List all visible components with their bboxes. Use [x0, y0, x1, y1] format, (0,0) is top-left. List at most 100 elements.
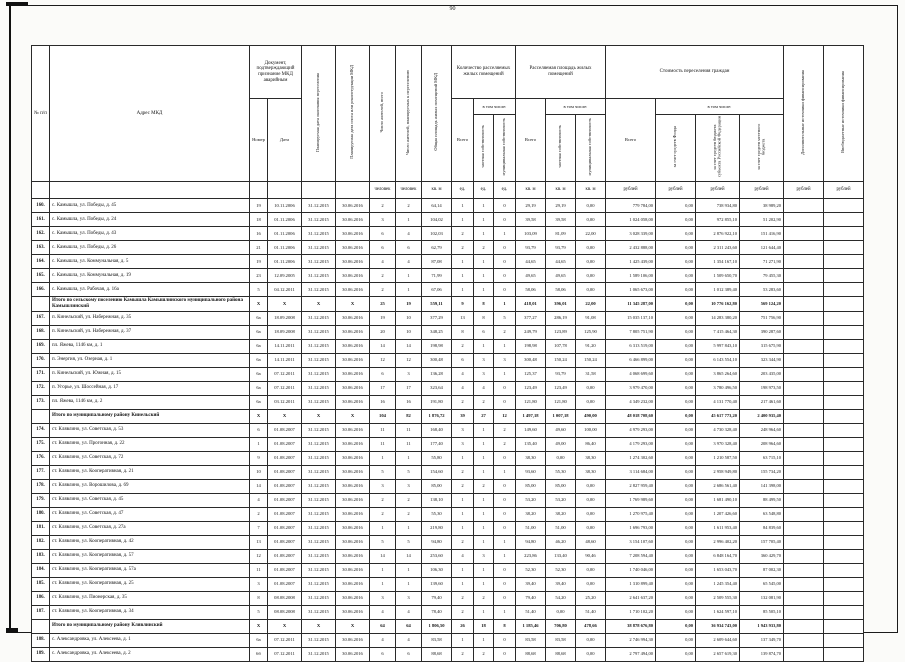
- table-cell: 0: [493, 478, 516, 494]
- table-cell: 79 455,30: [739, 268, 784, 283]
- table-cell: 348,25: [421, 324, 452, 340]
- table-cell: 01.08.2007: [267, 520, 302, 536]
- table-cell: 29,19: [545, 198, 576, 213]
- table-row: 168. п. Кинельский, ул. Набережная, д. 37…: [31, 324, 864, 340]
- table-cell: [783, 576, 824, 592]
- table-cell: 6 313 519,00: [605, 338, 656, 354]
- table-cell: 7 415 464,30: [695, 324, 740, 340]
- address-cell: с. Александровка, ул. Алексеева, д. 1: [49, 632, 250, 648]
- address-cell: п. Кинельский, ул. Набережная, д. 37: [49, 324, 250, 340]
- table-cell: X: [249, 296, 268, 312]
- table-cell: [783, 422, 824, 438]
- table-cell: 972 855,10: [695, 212, 740, 227]
- table-row: 186. ст. Клявлино, ул. Пионерская, д. 35 8…: [31, 590, 864, 606]
- table-header: № п/п Адрес МКД Документ, подтверждающий…: [31, 45, 864, 199]
- row-number-cell: [31, 408, 50, 424]
- table-cell: 30.06.2016: [335, 282, 370, 297]
- table-cell: 27: [473, 408, 494, 424]
- table-cell: 30.06.2016: [335, 562, 370, 578]
- table-cell: 249,79: [515, 324, 546, 340]
- row-number-cell: 168.: [31, 324, 50, 340]
- address-cell: с. Камышла, ул. Победы, д. 26: [49, 240, 250, 255]
- including-label-area: в том числе:: [545, 98, 606, 115]
- table-cell: 9: [451, 296, 474, 312]
- col-header-cost-local: за счет средств местного бюджета: [739, 114, 784, 182]
- table-cell: 31.12.2015: [301, 464, 336, 480]
- table-cell: [823, 450, 864, 466]
- table-cell: 0,00: [655, 478, 696, 494]
- table-cell: 31.12.2015: [301, 492, 336, 508]
- table-cell: 39,40: [515, 576, 546, 592]
- table-cell: 18: [473, 618, 494, 634]
- table-cell: 121 644,40: [739, 240, 784, 255]
- table-row: 178. ст. Клявлино, ул. Ворошилова, д. 69 1…: [31, 478, 864, 494]
- table-cell: 1: [395, 212, 422, 227]
- table-cell: 4: [451, 380, 474, 396]
- table-cell: 1 611 953,40: [695, 520, 740, 536]
- table-cell: 31.12.2015: [301, 422, 336, 438]
- table-cell: 3 780 496,50: [695, 380, 740, 396]
- table-cell: [823, 506, 864, 522]
- table-cell: 55,80: [421, 450, 452, 466]
- table-cell: 1 710 102,20: [605, 604, 656, 620]
- table-cell: 1: [369, 562, 396, 578]
- table-cell: 0,00: [575, 646, 606, 662]
- table-cell: 0,00: [655, 618, 696, 634]
- table-cell: 31.12.2015: [301, 310, 336, 326]
- col-group-area: Расселяемая площадь жилых помещений: [515, 45, 606, 99]
- table-cell: 7 805 751,90: [605, 324, 656, 340]
- table-cell: [823, 352, 864, 368]
- table-cell: 90,46: [575, 548, 606, 564]
- table-cell: 31.12.2015: [301, 394, 336, 410]
- table-cell: 0,00: [575, 268, 606, 283]
- table-cell: 01.08.2007: [267, 478, 302, 494]
- table-cell: [783, 478, 824, 494]
- table-cell: [783, 436, 824, 452]
- table-cell: [783, 492, 824, 508]
- table-cell: 217 461,60: [739, 394, 784, 410]
- table-cell: 2: [369, 282, 396, 297]
- unit-cell: рублей: [655, 181, 696, 199]
- table-cell: 14: [369, 338, 396, 354]
- table-cell: [823, 590, 864, 606]
- table-cell: 30.06.2016: [335, 548, 370, 564]
- table-cell: 8: [493, 618, 516, 634]
- table-cell: 5: [249, 604, 268, 620]
- table-cell: 93,79: [545, 240, 576, 255]
- table-cell: 82: [395, 408, 422, 424]
- table-cell: 103,09: [515, 226, 546, 241]
- table-cell: 13: [249, 534, 268, 550]
- table-cell: [783, 254, 824, 269]
- table-cell: 58,06: [545, 282, 576, 297]
- table-cell: 6б: [249, 646, 268, 662]
- table-cell: 0,00: [655, 394, 696, 410]
- table-cell: 31.12.2015: [301, 436, 336, 452]
- table-cell: 3: [473, 366, 494, 382]
- table-cell: 107,78: [545, 338, 576, 354]
- table-cell: 30.06.2016: [335, 450, 370, 466]
- table-cell: [783, 520, 824, 536]
- table-cell: 478,66: [575, 618, 606, 634]
- table-cell: 203 435,00: [739, 366, 784, 382]
- table-cell: 14.11.2011: [267, 338, 302, 354]
- table-cell: 2: [451, 464, 474, 480]
- unit-cell: кв. м: [421, 181, 452, 199]
- table-cell: 0: [493, 212, 516, 227]
- table-cell: 7 208 594,40: [605, 548, 656, 564]
- table-cell: 38,20: [515, 506, 546, 522]
- table-cell: 1 274 302,60: [605, 450, 656, 466]
- table-cell: 13: [451, 310, 474, 326]
- table-cell: [783, 548, 824, 564]
- including-label-cost: в том числе:: [655, 98, 784, 115]
- address-cell: ст. Клявлино, ул. Советская, д. 47: [49, 506, 250, 522]
- table-cell: 17: [369, 380, 396, 396]
- table-cell: 1 210 587,50: [695, 450, 740, 466]
- table-cell: 1: [451, 576, 474, 592]
- table-cell: 31.12.2015: [301, 212, 336, 227]
- table-cell: 14: [395, 338, 422, 354]
- table-cell: 1: [493, 296, 516, 312]
- table-cell: 125,90: [575, 324, 606, 340]
- table-cell: 01.08.2007: [267, 422, 302, 438]
- table-cell: 1 354 167,10: [695, 254, 740, 269]
- row-number-cell: 170.: [31, 352, 50, 368]
